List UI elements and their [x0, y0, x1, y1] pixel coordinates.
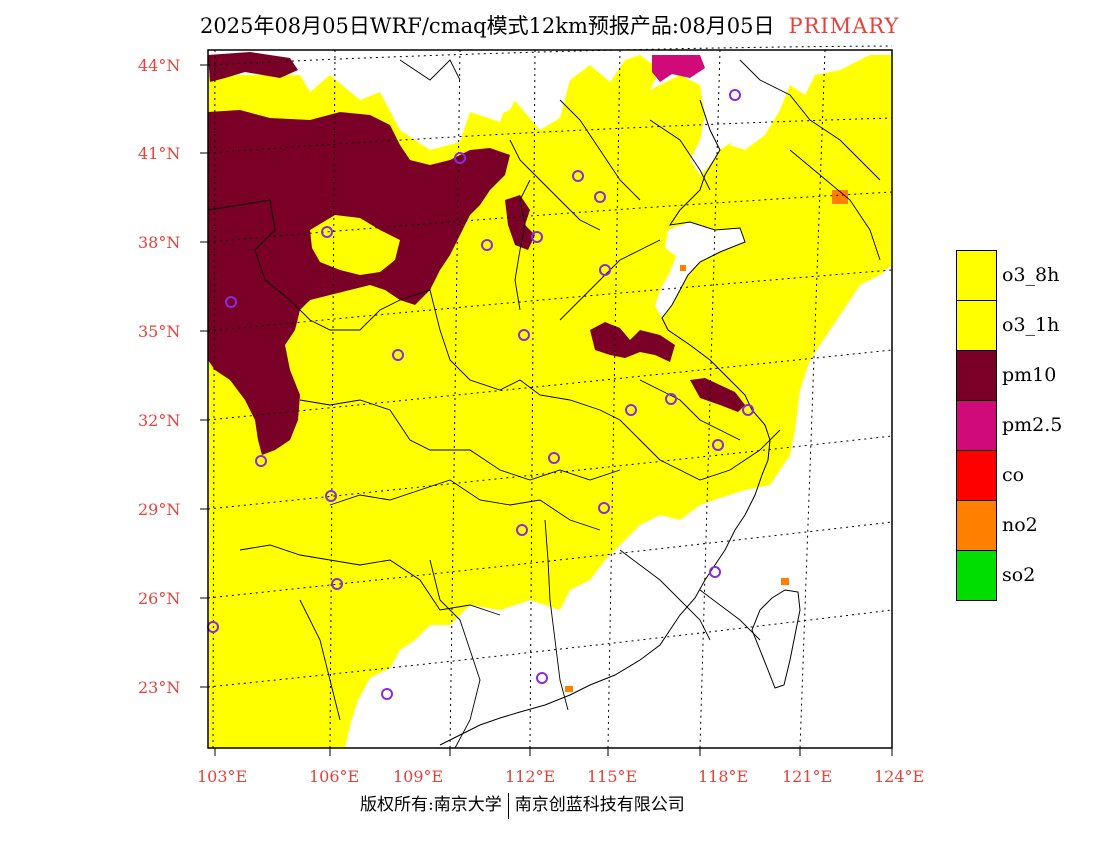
no2-patch-1: [832, 190, 848, 204]
station-marker: [594, 191, 606, 203]
lon-label-103: 103°E: [197, 767, 248, 786]
lat-label-41: 41°N: [138, 144, 181, 163]
station-marker: [531, 231, 543, 243]
lat-label-29: 29°N: [138, 500, 181, 519]
legend-label: pm2.5: [1002, 414, 1063, 436]
lat-label-26: 26°N: [138, 589, 181, 608]
copyright-footer: 版权所有:南京大学 南京创蓝科技有限公司: [360, 790, 685, 819]
pm25-patch: [652, 55, 705, 82]
company-name: 南京创蓝科技有限公司: [514, 795, 685, 815]
legend-swatch: [956, 550, 997, 601]
lon-label-112: 112°E: [505, 767, 556, 786]
coastline: [439, 99, 771, 746]
station-marker: [625, 404, 637, 416]
legend-label: pm10: [1002, 364, 1057, 386]
lon-label-121: 121°E: [782, 767, 833, 786]
pm10-region-west: [208, 110, 510, 455]
station-marker: [454, 152, 466, 164]
pm10-patch-henan: [590, 322, 675, 362]
lon-label-109: 109°E: [393, 767, 444, 786]
no2-patch-3: [565, 686, 573, 692]
station-marker: [225, 296, 237, 308]
legend-item-co: co: [956, 450, 1096, 501]
lon-label-106: 106°E: [309, 767, 360, 786]
legend-label: so2: [1002, 564, 1036, 586]
station-marker: [729, 89, 741, 101]
legend-label: o3_8h: [1002, 264, 1060, 286]
legend-swatch: [956, 250, 997, 301]
station-marker: [665, 393, 677, 405]
legend-item-o3-1h: o3_1h: [956, 300, 1096, 351]
map-title: 2025年08月05日WRF/cmaq模式12km预报产品:08月05日 PRIM…: [200, 10, 899, 40]
station-marker: [518, 329, 530, 341]
legend-swatch: [956, 500, 997, 551]
station-marker: [331, 578, 343, 590]
taiwan-outline: [751, 589, 801, 689]
station-marker: [572, 170, 584, 182]
station-marker: [598, 502, 610, 514]
monitoring-stations: [207, 89, 754, 700]
no2-patch-4: [680, 265, 686, 271]
station-marker: [742, 404, 754, 416]
station-marker: [255, 455, 267, 467]
title-flag: PRIMARY: [788, 14, 900, 38]
legend-item-o3-8h: o3_8h: [956, 250, 1096, 301]
graticule-lat: [207, 45, 893, 688]
clean-area-north: [380, 62, 520, 140]
pm10-patch-shanxi: [505, 195, 535, 250]
legend-item-pm10: pm10: [956, 350, 1096, 401]
legend-label: co: [1002, 464, 1025, 486]
pollutant-legend: o3_8h o3_1h pm10 pm2.5 co no2 so2: [956, 250, 1096, 601]
lon-label-118: 118°E: [698, 767, 749, 786]
legend-item-so2: so2: [956, 550, 1096, 601]
legend-label: no2: [1002, 514, 1038, 536]
lat-label-35: 35°N: [138, 322, 181, 341]
province-boundaries: [207, 59, 881, 749]
legend-swatch: [956, 350, 997, 401]
legend-item-pm25: pm2.5: [956, 400, 1096, 451]
lat-label-23: 23°N: [138, 678, 181, 697]
legend-swatch: [956, 400, 997, 451]
station-marker: [712, 439, 724, 451]
station-marker: [548, 452, 560, 464]
station-marker: [325, 490, 337, 502]
copyright-text: 版权所有:南京大学: [360, 795, 502, 815]
lon-label-124: 124°E: [874, 767, 925, 786]
legend-swatch: [956, 300, 997, 351]
legend-item-no2: no2: [956, 500, 1096, 551]
lon-label-115: 115°E: [587, 767, 638, 786]
lat-label-32: 32°N: [138, 411, 181, 430]
legend-label: o3_1h: [1002, 314, 1060, 336]
station-marker: [516, 524, 528, 536]
no2-patch-2: [781, 578, 789, 585]
station-marker: [381, 688, 393, 700]
pm10-patch-east: [690, 378, 745, 412]
station-marker: [536, 672, 548, 684]
graticule-lon: [212, 49, 826, 749]
footer-divider: [507, 792, 509, 819]
station-marker: [392, 349, 404, 361]
lat-label-38: 38°N: [138, 233, 181, 252]
station-marker: [709, 566, 721, 578]
station-marker: [599, 264, 611, 276]
pm10-patch-north: [208, 52, 298, 82]
lat-label-44: 44°N: [138, 56, 181, 75]
legend-swatch: [956, 450, 997, 501]
clean-area-northeast: [690, 85, 755, 175]
station-marker: [321, 226, 333, 238]
station-marker: [481, 239, 493, 251]
map-frame: [207, 49, 893, 749]
axis-ticks: [200, 64, 893, 756]
title-main: 2025年08月05日WRF/cmaq模式12km预报产品:08月05日: [200, 14, 775, 38]
